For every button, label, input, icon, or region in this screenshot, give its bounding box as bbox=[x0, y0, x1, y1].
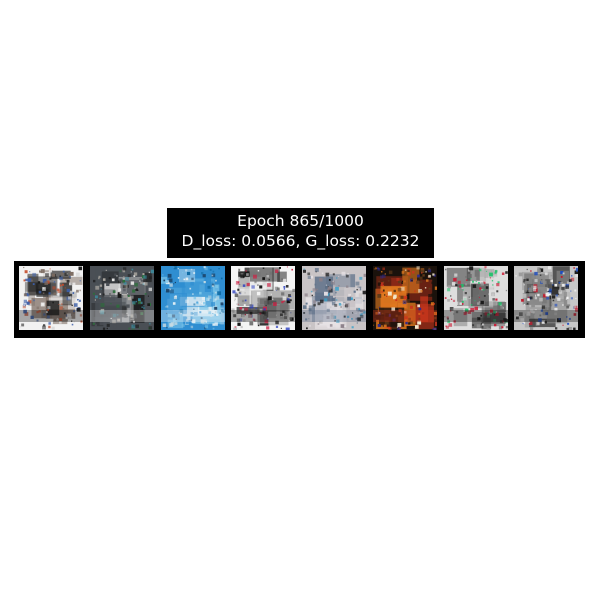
generated-sample-image bbox=[444, 266, 508, 330]
generated-samples-strip bbox=[14, 261, 585, 338]
figure-title: Epoch 865/1000 D_loss: 0.0566, G_loss: 0… bbox=[167, 208, 434, 258]
sample-texture bbox=[19, 266, 83, 330]
epoch-label: Epoch 865/1000 bbox=[237, 212, 364, 230]
generated-sample-image bbox=[514, 266, 578, 330]
loss-label: D_loss: 0.0566, G_loss: 0.2232 bbox=[181, 232, 420, 250]
generated-sample-image bbox=[19, 266, 83, 330]
generated-sample-image bbox=[231, 266, 295, 330]
generated-sample-image bbox=[302, 266, 366, 330]
generated-sample-image bbox=[90, 266, 154, 330]
sample-texture bbox=[302, 266, 366, 330]
sample-texture bbox=[161, 266, 225, 330]
sample-texture bbox=[90, 266, 154, 330]
sample-texture bbox=[231, 266, 295, 330]
sample-texture bbox=[373, 266, 437, 330]
generated-sample-image bbox=[161, 266, 225, 330]
sample-texture bbox=[444, 266, 508, 330]
generated-sample-image bbox=[373, 266, 437, 330]
sample-texture bbox=[514, 266, 578, 330]
